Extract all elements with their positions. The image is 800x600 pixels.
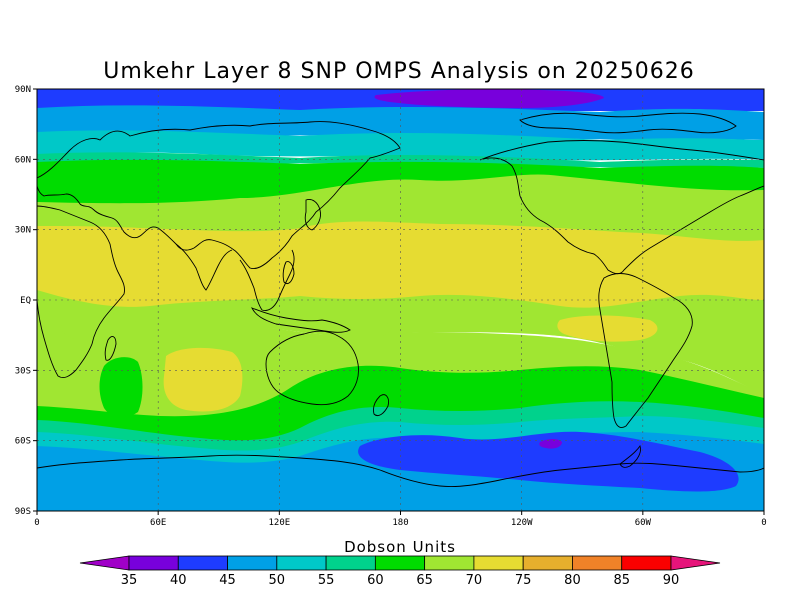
coastlines [37, 112, 764, 487]
colorbar-tick-label: 85 [613, 573, 630, 588]
coast-antarctic-peninsula [619, 444, 641, 468]
low-ozone-region-north [374, 89, 604, 108]
coast-north-america [479, 140, 764, 275]
colorbar-tick-label: 50 [269, 573, 286, 588]
coast-new-zealand [373, 394, 389, 417]
mid-ozone-region-pacific [337, 318, 392, 339]
colorbar-cell [522, 555, 573, 571]
low-ozone-region-south [358, 431, 739, 492]
x-tick-label: 180 [392, 518, 408, 528]
coast-canada-arctic [519, 112, 737, 134]
coast-se-asia [239, 249, 295, 311]
colorbar-cell [325, 555, 376, 571]
colorbar-tick-label: 55 [318, 573, 335, 588]
y-tick-label: 60S [15, 437, 31, 447]
colorbar-tick-label: 80 [564, 573, 581, 588]
colorbar-cell [177, 555, 228, 571]
colorbar-ticks: 35 40 45 50 55 60 65 70 75 80 85 90 [121, 573, 680, 588]
colorbar-cells [79, 555, 721, 571]
colorbar-cell [473, 555, 524, 571]
y-tick-label: 30S [15, 366, 31, 376]
colorbar-tick-label: 40 [170, 573, 187, 588]
coast-africa [37, 205, 125, 379]
y-tick-label: 90S [15, 507, 31, 517]
colorbar-tick-label: 45 [219, 573, 236, 588]
low-ozone-center-south [539, 439, 562, 449]
x-tick-label: 120E [268, 518, 290, 528]
colorbar-tick-label: 70 [466, 573, 483, 588]
colorbar-tick-label: 35 [121, 573, 138, 588]
colorbar-low-extension [79, 555, 130, 571]
x-tick-label: 120W [511, 518, 533, 528]
x-tick-label: 0 [761, 518, 766, 528]
band-65-70-north [37, 159, 764, 206]
colorbar-cell [276, 555, 327, 571]
band-55-60-south [37, 416, 764, 465]
coast-india [175, 243, 233, 291]
x-tick-label: 60W [635, 518, 652, 528]
band-60-65-north [37, 152, 764, 168]
colorbar-cell [572, 555, 623, 571]
band-55-60-north [37, 130, 764, 161]
colorbar-tick-label: 90 [663, 573, 680, 588]
map-panel: 0 60E 120E 180 120W 60W 0 90N 60N 30N EQ 30S 60S 90S [15, 85, 767, 528]
band-65-70-south [37, 365, 764, 443]
y-tick-label: 60N [15, 155, 31, 165]
coast-europe-asia [37, 121, 401, 269]
coast-antarctica [37, 454, 764, 487]
colorbar-cell [227, 555, 278, 571]
colorbar-label: Dobson Units [344, 538, 456, 556]
colorbar-tick-label: 60 [367, 573, 384, 588]
map-title: Umkehr Layer 8 SNP OMPS Analysis on 2025… [103, 59, 695, 84]
high-ozone-region-south-pacific [557, 315, 658, 342]
coast-madagascar [104, 336, 117, 361]
coast-australia [265, 330, 359, 406]
y-axis-ticks: 90N 60N 30N EQ 30S 60S 90S [15, 85, 37, 517]
colorbar-cell [128, 555, 179, 571]
colorbar-tick-label: 75 [515, 573, 532, 588]
colorbar-cell [621, 555, 672, 571]
x-axis-ticks: 0 60E 120E 180 120W 60W 0 [34, 511, 767, 528]
band-70-75-north [37, 174, 764, 243]
coast-south-america [598, 273, 693, 429]
band-60-65-south [37, 401, 764, 453]
x-tick-label: 0 [34, 518, 39, 528]
colorbar-cell [424, 555, 475, 571]
y-tick-label: 90N [15, 85, 31, 95]
colorbar-tick-label: 65 [416, 573, 433, 588]
x-tick-label: 60E [150, 518, 166, 528]
coast-philippines [282, 261, 295, 285]
graticule [37, 89, 764, 511]
y-tick-label: 30N [15, 226, 31, 236]
y-tick-label: EQ [20, 296, 31, 306]
coast-indonesia [251, 307, 351, 333]
colorbar-cell [374, 555, 426, 571]
coast-japan [304, 199, 321, 231]
green-ozone-region-africa [99, 357, 143, 417]
high-ozone-region-south-indian [163, 347, 243, 412]
colorbar-high-extension [670, 555, 721, 571]
colorbar: Dobson Units 35 40 45 50 55 60 65 70 75 80 85 90 [79, 538, 721, 588]
